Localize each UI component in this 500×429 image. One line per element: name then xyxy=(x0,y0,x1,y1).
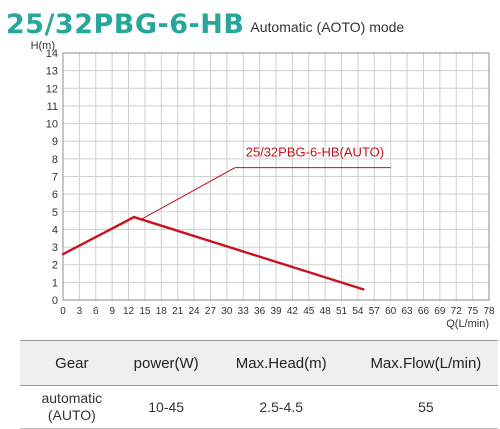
gear-value: automatic xyxy=(41,390,103,407)
y-tick-label: 2 xyxy=(52,260,58,272)
x-tick-label: 24 xyxy=(189,306,201,317)
x-tick-label: 78 xyxy=(483,306,495,317)
x-tick-label: 27 xyxy=(205,306,217,317)
table-row: automatic (AUTO) 10-45 2.5-4.5 55 xyxy=(20,385,498,429)
header-max-flow: Max.Flow(L/min) xyxy=(353,340,498,386)
x-tick-label: 33 xyxy=(238,306,250,317)
annotation-label: 25/32PBG-6-HB(AUTO) xyxy=(246,145,384,160)
x-tick-label: 39 xyxy=(270,306,282,317)
y-tick-label: 12 xyxy=(46,83,58,95)
y-tick-label: 6 xyxy=(52,189,58,201)
plot-frame xyxy=(62,52,490,301)
x-tick-label: 45 xyxy=(303,306,315,317)
spec-table-header-row: Gear power(W) Max.Head(m) Max.Flow(L/min… xyxy=(20,340,498,386)
series-line xyxy=(61,215,365,291)
header-power: power(W) xyxy=(123,340,209,386)
x-tick-label: 15 xyxy=(139,306,151,317)
x-tick-label: 9 xyxy=(109,306,115,317)
max-head-cell: 2.5-4.5 xyxy=(208,385,354,429)
x-axis-label: Q(L/min) xyxy=(446,318,489,330)
header-max-head: Max.Head(m) xyxy=(208,340,354,386)
gear-cell: automatic (AUTO) xyxy=(20,385,124,429)
x-tick-label: 72 xyxy=(451,306,463,317)
annotation-leader-line xyxy=(141,167,391,220)
x-tick-label: 57 xyxy=(369,306,381,317)
y-tick-label: 11 xyxy=(47,101,58,113)
y-tick-label: 9 xyxy=(52,136,58,148)
y-tick-label: 14 xyxy=(46,48,58,60)
power-cell: 10-45 xyxy=(123,385,209,429)
title-row: 25/32PBG-6-HB Automatic (AOTO) mode xyxy=(6,0,404,38)
model-title: 25/32PBG-6-HB xyxy=(6,9,245,40)
x-tick-label: 66 xyxy=(418,306,430,317)
x-tick-label: 75 xyxy=(467,306,479,317)
y-tick-label: 7 xyxy=(52,172,58,184)
x-tick-label: 12 xyxy=(123,306,135,317)
x-tick-label: 21 xyxy=(172,306,184,317)
y-tick-label: 0 xyxy=(52,295,58,307)
x-tick-label: 6 xyxy=(93,306,99,317)
y-axis-label: H(m) xyxy=(31,40,55,52)
y-tick-label: 4 xyxy=(52,224,58,236)
y-tick-label: 1 xyxy=(52,277,58,289)
x-tick-label: 0 xyxy=(60,306,66,317)
x-tick-label: 18 xyxy=(156,306,168,317)
x-tick-label: 42 xyxy=(287,306,299,317)
x-tick-label: 60 xyxy=(385,306,397,317)
y-tick-label: 13 xyxy=(46,66,58,78)
max-flow-cell: 55 xyxy=(353,385,498,429)
y-tick-label: 10 xyxy=(46,119,58,131)
x-tick-label: 36 xyxy=(254,306,266,317)
y-tick-label: 8 xyxy=(52,154,58,166)
gear-mode: (AUTO) xyxy=(47,407,96,423)
x-tick-label: 48 xyxy=(320,306,332,317)
y-tick-label: 5 xyxy=(52,207,58,219)
spec-table: Gear power(W) Max.Head(m) Max.Flow(L/min… xyxy=(20,340,498,429)
x-tick-label: 30 xyxy=(221,306,233,317)
header-gear: Gear xyxy=(20,340,124,386)
x-tick-label: 3 xyxy=(77,306,83,317)
y-tick-label: 3 xyxy=(52,242,58,254)
x-tick-label: 63 xyxy=(402,306,414,317)
x-tick-label: 69 xyxy=(434,306,446,317)
mode-subtitle: Automatic (AOTO) mode xyxy=(250,19,405,35)
x-tick-label: 54 xyxy=(352,306,364,317)
x-tick-label: 51 xyxy=(336,306,348,317)
